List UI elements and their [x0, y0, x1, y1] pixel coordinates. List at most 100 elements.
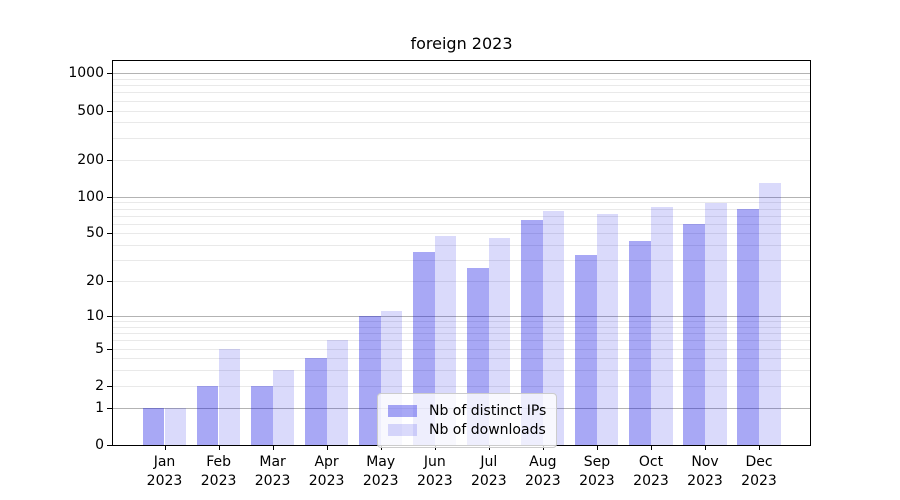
x-tick-label-jun: Jun 2023 — [403, 453, 467, 491]
x-tick-jul-mark — [488, 446, 490, 450]
x-tick-label-month: Dec — [745, 454, 773, 470]
y-tick-label-5: 5 — [95, 340, 104, 357]
y-tick-200-mark — [107, 159, 112, 161]
gridline-minor-6 — [113, 340, 810, 342]
x-tick-apr-mark — [326, 446, 328, 450]
x-tick-label-jul: Jul 2023 — [457, 453, 521, 491]
x-tick-label-month: May — [366, 454, 396, 470]
x-tick-label-month: Feb — [206, 454, 231, 470]
gridline-minor-8 — [113, 326, 810, 328]
x-tick-label-year: 2023 — [146, 473, 183, 489]
bar-distinct-ips-nov — [683, 223, 705, 445]
bar-downloads-mar — [272, 370, 295, 445]
bar-distinct-ips-sep — [575, 255, 597, 445]
x-tick-label-year: 2023 — [687, 473, 723, 489]
x-tick-label-month: Jan — [153, 454, 176, 470]
y-tick-label-20: 20 — [86, 273, 104, 290]
gridline-minor-400 — [113, 122, 810, 124]
y-tick-2-mark — [107, 385, 112, 387]
x-tick-jan-mark — [164, 446, 166, 450]
y-tick-label-50: 50 — [86, 225, 104, 242]
legend: Nb of distinct IPs Nb of downloads — [377, 393, 558, 448]
x-tick-label-month: Apr — [314, 454, 339, 470]
gridline-minor-60 — [113, 223, 810, 225]
bar-distinct-ips-jan — [142, 407, 165, 445]
bar-distinct-ips-oct — [629, 241, 651, 445]
y-tick-10-mark — [107, 316, 112, 317]
y-tick-label-10: 10 — [86, 308, 104, 324]
x-tick-label-year: 2023 — [254, 473, 291, 489]
x-tick-feb-mark — [218, 446, 220, 450]
x-tick-sep-mark — [596, 446, 598, 450]
gridline-minor-50 — [113, 233, 810, 235]
bar-distinct-ips-may — [359, 316, 381, 445]
y-tick-label-200: 200 — [77, 151, 104, 168]
x-tick-label-year: 2023 — [579, 473, 615, 489]
gridline-major-100 — [113, 196, 810, 198]
gridline-minor-40 — [113, 245, 810, 247]
bar-downloads-feb — [218, 348, 241, 445]
y-tick-label-0: 0 — [95, 437, 104, 453]
bar-distinct-ips-feb — [196, 385, 219, 445]
x-tick-label-month: Sep — [583, 454, 611, 470]
gridline-minor-2 — [113, 385, 810, 387]
gridline-minor-300 — [113, 137, 810, 139]
y-tick-100-mark — [107, 196, 112, 198]
x-tick-label-year: 2023 — [633, 473, 669, 489]
gridline-minor-3 — [113, 370, 810, 372]
y-tick-label-500: 500 — [77, 102, 104, 119]
gridline-minor-80 — [113, 208, 810, 210]
bar-downloads-oct — [651, 206, 673, 445]
x-tick-dec-mark — [759, 446, 760, 450]
x-tick-jun-mark — [434, 446, 436, 450]
x-tick-label-mar: Mar 2023 — [241, 453, 305, 491]
x-tick-label-month: Nov — [691, 454, 719, 470]
y-tick-label-100: 100 — [77, 188, 104, 205]
y-tick-label-2: 2 — [95, 377, 104, 394]
y-tick-0-mark — [107, 445, 112, 446]
x-tick-label-month: Aug — [529, 454, 557, 470]
y-tick-20-mark — [107, 281, 112, 283]
gridline-minor-900 — [113, 78, 810, 80]
x-tick-label-year: 2023 — [362, 473, 399, 489]
legend-label-downloads: Nb of downloads — [429, 422, 546, 438]
legend-label-distinct-ips: Nb of distinct IPs — [429, 403, 547, 419]
x-tick-label-month: Jun — [423, 454, 446, 470]
x-tick-label-year: 2023 — [200, 473, 237, 489]
y-tick-label-1: 1 — [95, 399, 104, 416]
y-tick-1-mark — [107, 407, 112, 409]
x-tick-label-oct: Oct 2023 — [619, 453, 683, 491]
y-tick-1000-mark — [107, 73, 112, 75]
gridline-minor-5 — [113, 348, 810, 350]
gridline-minor-700 — [113, 92, 810, 94]
gridline-minor-4 — [113, 358, 810, 360]
bar-downloads-dec — [759, 182, 781, 445]
x-tick-label-nov: Nov 2023 — [673, 453, 737, 491]
y-tick-label-1000: 1000 — [68, 65, 104, 82]
bar-downloads-aug — [542, 211, 565, 445]
y-tick-500-mark — [107, 110, 112, 112]
bar-downloads-sep — [596, 214, 619, 445]
gridline-major-10 — [113, 316, 810, 317]
y-tick-50-mark — [107, 233, 112, 235]
x-tick-label-aug: Aug 2023 — [511, 453, 575, 491]
x-tick-label-month: Mar — [259, 454, 286, 470]
bar-downloads-jun — [434, 235, 457, 445]
x-tick-oct-mark — [651, 446, 652, 450]
x-tick-mar-mark — [272, 446, 274, 450]
bar-distinct-ips-apr — [305, 358, 327, 445]
x-tick-label-year: 2023 — [524, 473, 561, 489]
x-tick-label-month: Jul — [480, 454, 498, 470]
x-tick-label-may: May 2023 — [349, 453, 413, 491]
bar-downloads-apr — [326, 340, 349, 445]
bar-distinct-ips-mar — [251, 385, 273, 445]
x-tick-nov-mark — [705, 446, 706, 450]
x-tick-label-month: Oct — [638, 454, 664, 470]
legend-swatch-distinct-ips-icon — [388, 405, 417, 417]
gridline-minor-800 — [113, 85, 810, 87]
gridline-major-1000 — [113, 73, 810, 75]
legend-swatch-downloads-icon — [388, 424, 417, 436]
gridline-minor-7 — [113, 333, 810, 335]
gridline-minor-9 — [113, 321, 810, 323]
